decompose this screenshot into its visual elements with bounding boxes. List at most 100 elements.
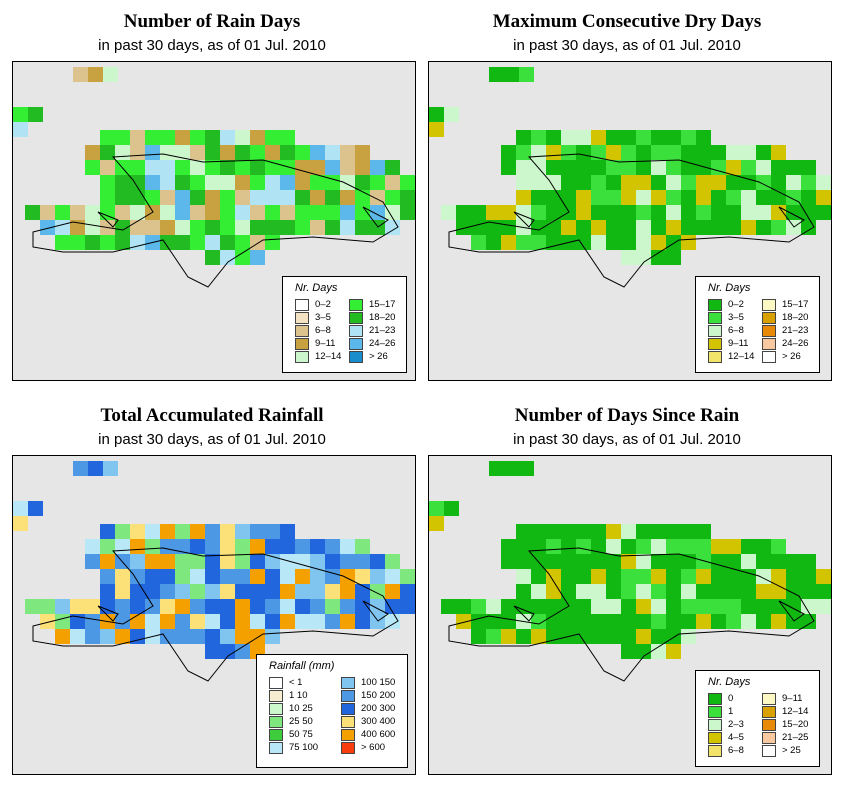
legend-title: Nr. Days (708, 676, 751, 688)
grid-cell (295, 569, 310, 584)
grid-cell (220, 205, 235, 220)
grid-cell (130, 539, 145, 554)
grid-cell (711, 145, 726, 160)
grid-cell (175, 175, 190, 190)
grid-cell (175, 614, 190, 629)
grid-cell (696, 220, 711, 235)
grid-cell (235, 190, 250, 205)
grid-cell (681, 614, 696, 629)
grid-cell (621, 539, 636, 554)
grid-cell (681, 130, 696, 145)
grid-cell (576, 175, 591, 190)
grid-cell (340, 175, 355, 190)
grid-cell (85, 145, 100, 160)
grid-cell (726, 614, 741, 629)
legend-rain-days: Nr. Days 0–2 3–5 6–8 9–11 12–14 15–17 18–20 21–… (282, 276, 407, 373)
grid-cell (681, 599, 696, 614)
grid-cell (801, 599, 816, 614)
grid-cell (130, 235, 145, 250)
grid-cell (220, 524, 235, 539)
grid-rainfall (13, 461, 415, 682)
grid-cell (265, 569, 280, 584)
legend-swatch (341, 690, 355, 702)
grid-cell (370, 175, 385, 190)
grid-cell (205, 160, 220, 175)
grid-cell (190, 569, 205, 584)
grid-cell (741, 599, 756, 614)
grid-cell (711, 175, 726, 190)
grid-cell (546, 554, 561, 569)
grid-cell (130, 175, 145, 190)
grid-cell (756, 220, 771, 235)
grid-cell (546, 130, 561, 145)
grid-cell (651, 629, 666, 644)
grid-cell (489, 461, 504, 476)
grid-cell (516, 190, 531, 205)
grid-cell (771, 145, 786, 160)
grid-cell (816, 584, 831, 599)
grid-cell (666, 644, 681, 659)
legend-label: 15–17 (782, 299, 809, 310)
grid-cell (160, 599, 175, 614)
grid-cell (606, 130, 621, 145)
grid-cell (250, 235, 265, 250)
grid-cell (145, 145, 160, 160)
grid-cell (85, 160, 100, 175)
legend-label: 9–11 (315, 338, 336, 349)
grid-cell (771, 205, 786, 220)
legend-swatch (762, 312, 776, 324)
grid-cell (280, 160, 295, 175)
grid-cell (115, 539, 130, 554)
legend-label: 9–11 (782, 693, 803, 704)
grid-cell (504, 67, 519, 82)
legend-swatch (708, 732, 722, 744)
grid-cell (340, 599, 355, 614)
grid-cell (606, 599, 621, 614)
legend-label: 0–2 (728, 299, 744, 310)
grid-cell (370, 614, 385, 629)
grid-cell (786, 190, 801, 205)
grid-cell (280, 524, 295, 539)
grid-cell (280, 130, 295, 145)
grid-cell (340, 539, 355, 554)
grid-cell (385, 160, 400, 175)
grid-cell (471, 220, 486, 235)
grid-cell (726, 190, 741, 205)
grid-cell (205, 235, 220, 250)
grid-cell (681, 205, 696, 220)
grid-cell (621, 160, 636, 175)
grid-cell (280, 145, 295, 160)
grid-cell (741, 175, 756, 190)
grid-cell (205, 614, 220, 629)
grid-cell (741, 145, 756, 160)
grid-cell (190, 539, 205, 554)
legend-label: 24–26 (369, 338, 396, 349)
grid-cell (325, 160, 340, 175)
grid-cell (190, 599, 205, 614)
grid-cell (190, 235, 205, 250)
grid-cell (340, 205, 355, 220)
legend-title: Nr. Days (295, 282, 338, 294)
grid-cell (666, 584, 681, 599)
grid-cell (13, 516, 28, 531)
grid-cell (666, 160, 681, 175)
grid-cell (370, 554, 385, 569)
grid-cell (145, 539, 160, 554)
grid-cell (205, 524, 220, 539)
grid-cell (666, 629, 681, 644)
grid-cell (340, 190, 355, 205)
legend-label: 12–14 (782, 706, 809, 717)
grid-cell (340, 220, 355, 235)
grid-cell (175, 584, 190, 599)
grid-cell (355, 205, 370, 220)
grid-cell (28, 107, 43, 122)
grid-cell (280, 190, 295, 205)
grid-cell (666, 145, 681, 160)
grid-cell (546, 629, 561, 644)
grid-cell (444, 501, 459, 516)
legend-swatch (341, 742, 355, 754)
grid-cell (606, 220, 621, 235)
grid-cell (771, 220, 786, 235)
grid-cell (516, 160, 531, 175)
grid-cell (756, 145, 771, 160)
